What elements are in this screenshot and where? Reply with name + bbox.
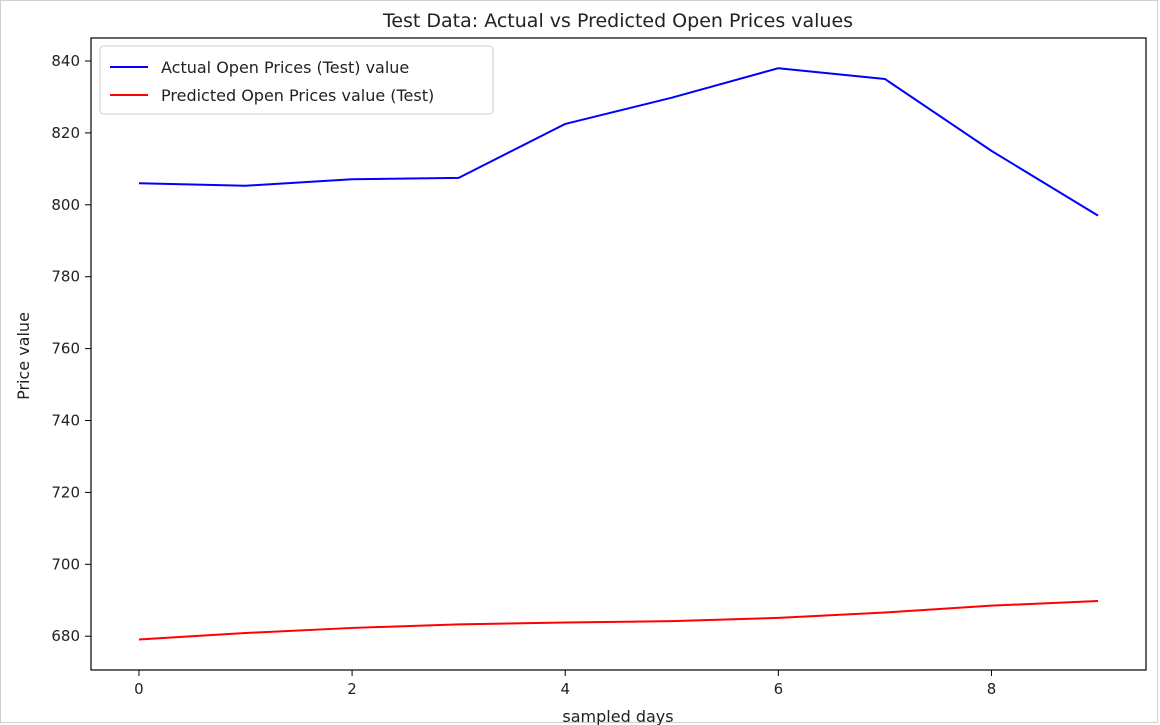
x-axis-label: sampled days [562, 707, 673, 725]
axis-ticks: 0 2 4 6 8 680 700 720 740 760 780 800 820 840 [51, 52, 996, 698]
legend-box [99, 45, 494, 115]
y-tick-label: 720 [51, 483, 80, 501]
series-line-predicted [138, 599, 1099, 641]
x-tick-label: 2 [347, 680, 357, 698]
plot-area-border [90, 37, 1147, 671]
legend-label-actual: Actual Open Prices (Test) value [161, 58, 409, 77]
y-tick-label: 760 [51, 340, 80, 358]
y-tick-label: 800 [51, 196, 80, 214]
y-tick-label: 780 [51, 268, 80, 286]
x-tick-label: 6 [774, 680, 784, 698]
x-tick-label: 0 [134, 680, 144, 698]
y-tick-label: 680 [51, 627, 80, 645]
chart-title: Test Data: Actual vs Predicted Open Pric… [382, 10, 853, 32]
y-tick-label: 740 [51, 412, 80, 430]
y-tick-label: 700 [51, 555, 80, 573]
series-lines [138, 67, 1099, 641]
y-tick-label: 840 [51, 52, 80, 70]
legend: Actual Open Prices (Test) value Predicte… [99, 45, 494, 115]
x-tick-label: 8 [987, 680, 997, 698]
y-axis-label: Price value [14, 312, 33, 400]
legend-label-predicted: Predicted Open Prices value (Test) [161, 86, 434, 105]
series-line-actual [138, 67, 1099, 217]
x-tick-label: 4 [560, 680, 570, 698]
y-tick-label: 820 [51, 124, 80, 142]
